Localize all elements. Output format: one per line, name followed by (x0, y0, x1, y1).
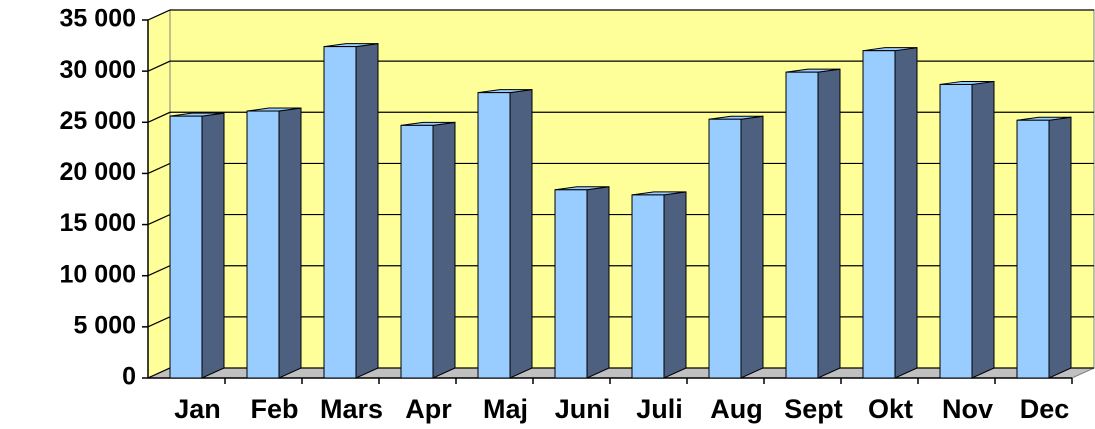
bar-side (1048, 116, 1072, 379)
bar (785, 71, 819, 379)
bar (862, 50, 896, 379)
y-tick-label: 20 000 (60, 158, 136, 186)
bar (323, 46, 357, 379)
y-tick-label: 0 (122, 363, 136, 391)
bar (169, 115, 203, 379)
bar-side (817, 68, 841, 379)
grid-line (147, 60, 1094, 72)
y-tick-label: 35 000 (60, 5, 136, 33)
x-tick-label: Maj (483, 394, 528, 424)
x-tick-label: Okt (868, 394, 913, 424)
bar (400, 124, 434, 379)
x-tick-label: Aug (710, 394, 762, 424)
bar (246, 110, 280, 379)
bar (708, 118, 742, 379)
bar-side (663, 191, 687, 379)
bar-side (509, 89, 533, 379)
y-tick-label: 5 000 (73, 311, 136, 339)
grid-line (147, 9, 1094, 21)
bar-side (432, 121, 456, 379)
bar (554, 189, 588, 379)
bar (477, 92, 511, 379)
side-wall (147, 9, 171, 379)
bar-side (971, 80, 995, 379)
bar-side (740, 115, 764, 379)
bar (1016, 119, 1050, 379)
bar (939, 83, 973, 379)
x-tick-label: Feb (250, 394, 298, 424)
y-tick-label: 25 000 (60, 107, 136, 135)
x-tick-label: Juni (555, 394, 611, 424)
x-tick-label: Apr (405, 394, 452, 424)
x-tick-label: Mars (320, 394, 383, 424)
y-tick-label: 15 000 (60, 209, 136, 237)
x-tick-label: Sept (784, 394, 843, 424)
bar-side (894, 47, 918, 379)
bar-side (586, 186, 610, 379)
x-tick-label: Jan (174, 394, 221, 424)
x-tick-label: Juli (636, 394, 683, 424)
bar-side (355, 43, 379, 379)
y-tick-label: 10 000 (60, 260, 136, 288)
bar-side (278, 107, 302, 379)
bar (631, 194, 665, 379)
x-tick-label: Nov (942, 394, 993, 424)
x-tick-label: Dec (1020, 394, 1070, 424)
y-tick-label: 30 000 (60, 56, 136, 84)
bar-side (201, 112, 225, 379)
